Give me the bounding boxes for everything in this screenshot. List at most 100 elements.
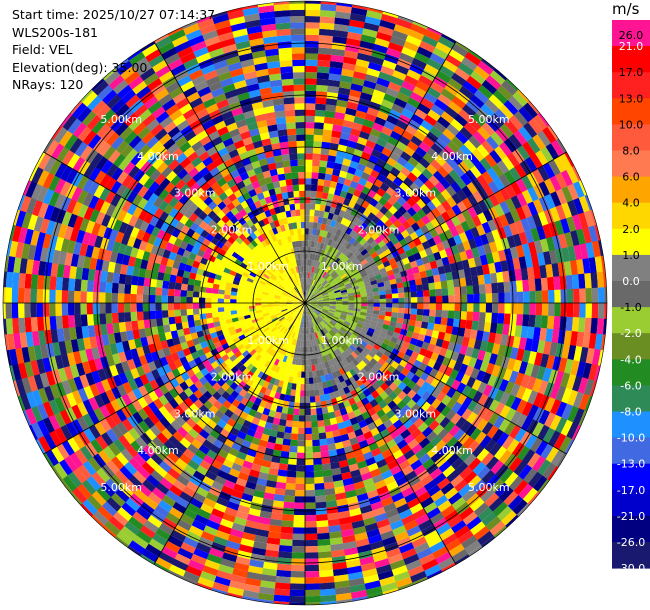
velocity-gate <box>316 344 321 352</box>
velocity-gate <box>367 258 376 266</box>
velocity-gate <box>448 424 461 437</box>
velocity-gate <box>518 106 534 123</box>
velocity-gate <box>187 314 195 322</box>
velocity-gate <box>354 305 362 309</box>
velocity-gate <box>377 336 385 343</box>
velocity-gate <box>94 269 102 282</box>
velocity-gate <box>554 220 565 236</box>
velocity-gate <box>434 316 442 325</box>
velocity-gate <box>338 346 345 354</box>
velocity-gate <box>270 512 283 521</box>
velocity-gate <box>584 194 593 211</box>
velocity-gate <box>223 479 236 490</box>
velocity-gate <box>316 306 324 309</box>
velocity-gate <box>367 7 384 14</box>
velocity-gate <box>506 438 520 454</box>
velocity-gate <box>370 447 382 457</box>
velocity-gate <box>218 564 234 575</box>
velocity-gate <box>213 439 224 449</box>
velocity-gate <box>315 274 320 281</box>
velocity-gate <box>335 592 352 601</box>
velocity-gate <box>521 402 533 417</box>
velocity-gate <box>469 165 482 179</box>
velocity-gate <box>496 432 510 447</box>
velocity-gate <box>527 471 543 488</box>
velocity-gate <box>81 325 90 339</box>
velocity-gate <box>325 315 332 320</box>
velocity-gate <box>352 315 360 321</box>
velocity-gate <box>118 283 125 294</box>
velocity-gate <box>284 321 290 328</box>
velocity-gate <box>128 457 142 471</box>
velocity-gate <box>284 489 296 497</box>
velocity-gate <box>168 564 186 577</box>
velocity-gate <box>393 497 407 509</box>
velocity-gate <box>314 483 325 490</box>
velocity-gate <box>237 504 251 514</box>
velocity-gate <box>293 326 298 333</box>
velocity-gate <box>276 431 285 439</box>
velocity-gate <box>315 91 328 99</box>
velocity-gate <box>312 312 317 319</box>
velocity-gate <box>386 172 397 182</box>
velocity-gate <box>386 47 402 59</box>
velocity-gate <box>491 312 499 324</box>
velocity-gate <box>173 237 183 248</box>
velocity-gate <box>82 413 95 428</box>
velocity-gate <box>240 357 248 365</box>
velocity-gate <box>409 314 417 321</box>
velocity-gate <box>494 239 504 252</box>
velocity-gate <box>314 395 321 403</box>
velocity-gate <box>186 228 196 238</box>
velocity-gate <box>380 13 398 25</box>
velocity-gate <box>173 358 183 369</box>
velocity-gate <box>342 365 350 374</box>
velocity-gate <box>520 325 529 339</box>
velocity-gate <box>286 298 293 301</box>
velocity-gate <box>106 354 116 367</box>
velocity-gate <box>329 392 336 400</box>
velocity-gate <box>281 327 287 334</box>
velocity-gate <box>312 147 322 155</box>
velocity-gate <box>305 240 309 247</box>
velocity-gate <box>171 462 184 475</box>
velocity-gate <box>331 555 346 564</box>
velocity-gate <box>376 485 389 496</box>
velocity-gate <box>404 124 418 136</box>
velocity-gate <box>12 272 20 288</box>
velocity-gate <box>256 272 264 278</box>
velocity-gate <box>408 319 416 327</box>
velocity-gate <box>161 310 169 318</box>
velocity-gate <box>243 526 257 535</box>
velocity-gate <box>66 198 78 214</box>
velocity-gate <box>175 275 183 284</box>
velocity-gate <box>186 290 194 298</box>
velocity-gate <box>344 349 351 357</box>
velocity-gate <box>397 224 406 234</box>
velocity-gate <box>479 233 489 246</box>
velocity-gate <box>324 273 331 280</box>
velocity-gate <box>451 326 460 336</box>
velocity-gate <box>450 413 462 425</box>
velocity-gate <box>54 162 68 179</box>
velocity-gate <box>148 343 157 354</box>
velocity-gate <box>23 179 32 196</box>
velocity-gate <box>136 248 145 260</box>
velocity-gate <box>210 236 220 246</box>
velocity-gate <box>332 168 341 177</box>
velocity-gate <box>305 72 318 79</box>
velocity-gate <box>170 529 186 543</box>
velocity-gate <box>489 70 506 86</box>
velocity-gate <box>306 309 309 316</box>
velocity-gate <box>319 394 326 402</box>
velocity-gate <box>311 427 319 434</box>
velocity-gate <box>341 351 349 359</box>
velocity-gate <box>401 341 410 349</box>
velocity-gate <box>473 502 489 517</box>
velocity-gate <box>403 449 415 461</box>
velocity-gate <box>357 245 366 253</box>
velocity-gate <box>364 74 379 84</box>
velocity-gate <box>455 177 467 190</box>
velocity-gate <box>350 333 358 340</box>
velocity-gate <box>518 361 528 375</box>
